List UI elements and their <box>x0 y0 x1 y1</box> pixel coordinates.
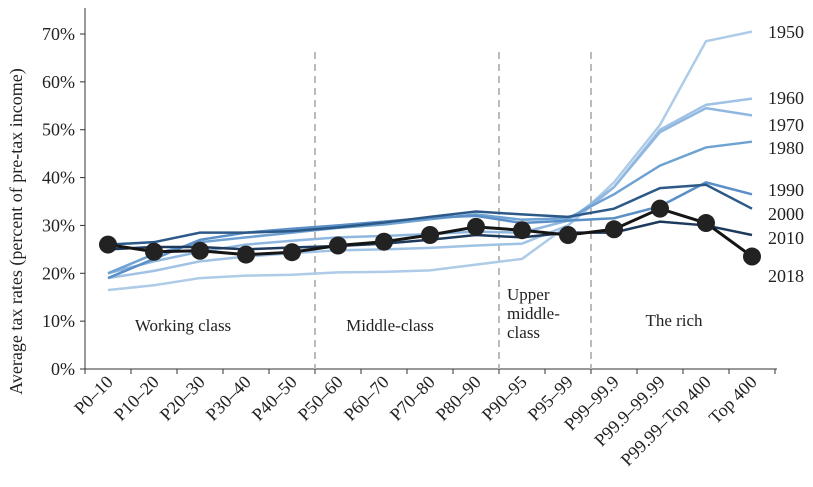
legend-label: 2000 <box>768 204 804 224</box>
y-tick-label: 40% <box>42 168 75 188</box>
region-label: The rich <box>645 311 703 330</box>
point <box>99 235 117 254</box>
region-label: Upper <box>507 285 550 304</box>
x-tick-label: P70–80 <box>386 372 439 425</box>
legend-label: 2018 <box>768 266 804 286</box>
point <box>513 221 531 240</box>
y-tick-label: 50% <box>42 120 75 140</box>
x-tick-label: P50–60 <box>294 372 347 425</box>
series-line <box>107 183 753 246</box>
region-label: Working class <box>135 316 231 335</box>
series-line <box>107 30 753 292</box>
legend-label: 1990 <box>768 180 804 200</box>
point <box>559 226 577 244</box>
x-tick-label: P60–70 <box>340 372 393 425</box>
point <box>743 247 761 266</box>
point <box>237 245 255 264</box>
legend-label: 1950 <box>768 22 804 42</box>
region-label: Middle-class <box>346 316 434 335</box>
legend-label: 1980 <box>768 138 804 158</box>
y-tick-label: 10% <box>42 311 75 331</box>
point <box>605 220 623 239</box>
point <box>375 232 393 251</box>
point <box>191 241 209 260</box>
point <box>145 242 163 261</box>
x-tick-label: P10–20 <box>110 372 163 425</box>
series-line <box>107 140 753 275</box>
region-label: class <box>507 323 540 342</box>
x-tick-label: P40–50 <box>248 372 301 425</box>
y-tick-label: 20% <box>42 263 75 283</box>
point <box>283 243 301 262</box>
y-axis-title: Average tax rates (percent of pre-tax in… <box>6 68 27 395</box>
region-label: middle- <box>507 304 560 323</box>
x-tick-label: P90–95 <box>478 372 531 425</box>
point <box>467 217 485 236</box>
x-tick-label: Top 400 <box>705 372 761 428</box>
x-tick-label: P80–90 <box>432 372 485 425</box>
legend-label: 1970 <box>768 115 804 135</box>
y-tick-label: 70% <box>42 24 75 44</box>
y-tick-label: 0% <box>51 359 75 379</box>
legend-label: 1960 <box>768 88 804 108</box>
x-tick-label: P20–30 <box>156 372 209 425</box>
point <box>651 199 669 218</box>
y-tick-label: 60% <box>42 72 75 92</box>
legend-label: 2010 <box>768 228 804 248</box>
point <box>697 214 715 233</box>
point <box>421 226 439 244</box>
point <box>329 236 347 255</box>
x-tick-label: P30–40 <box>202 372 255 425</box>
y-tick-label: 30% <box>42 215 75 235</box>
